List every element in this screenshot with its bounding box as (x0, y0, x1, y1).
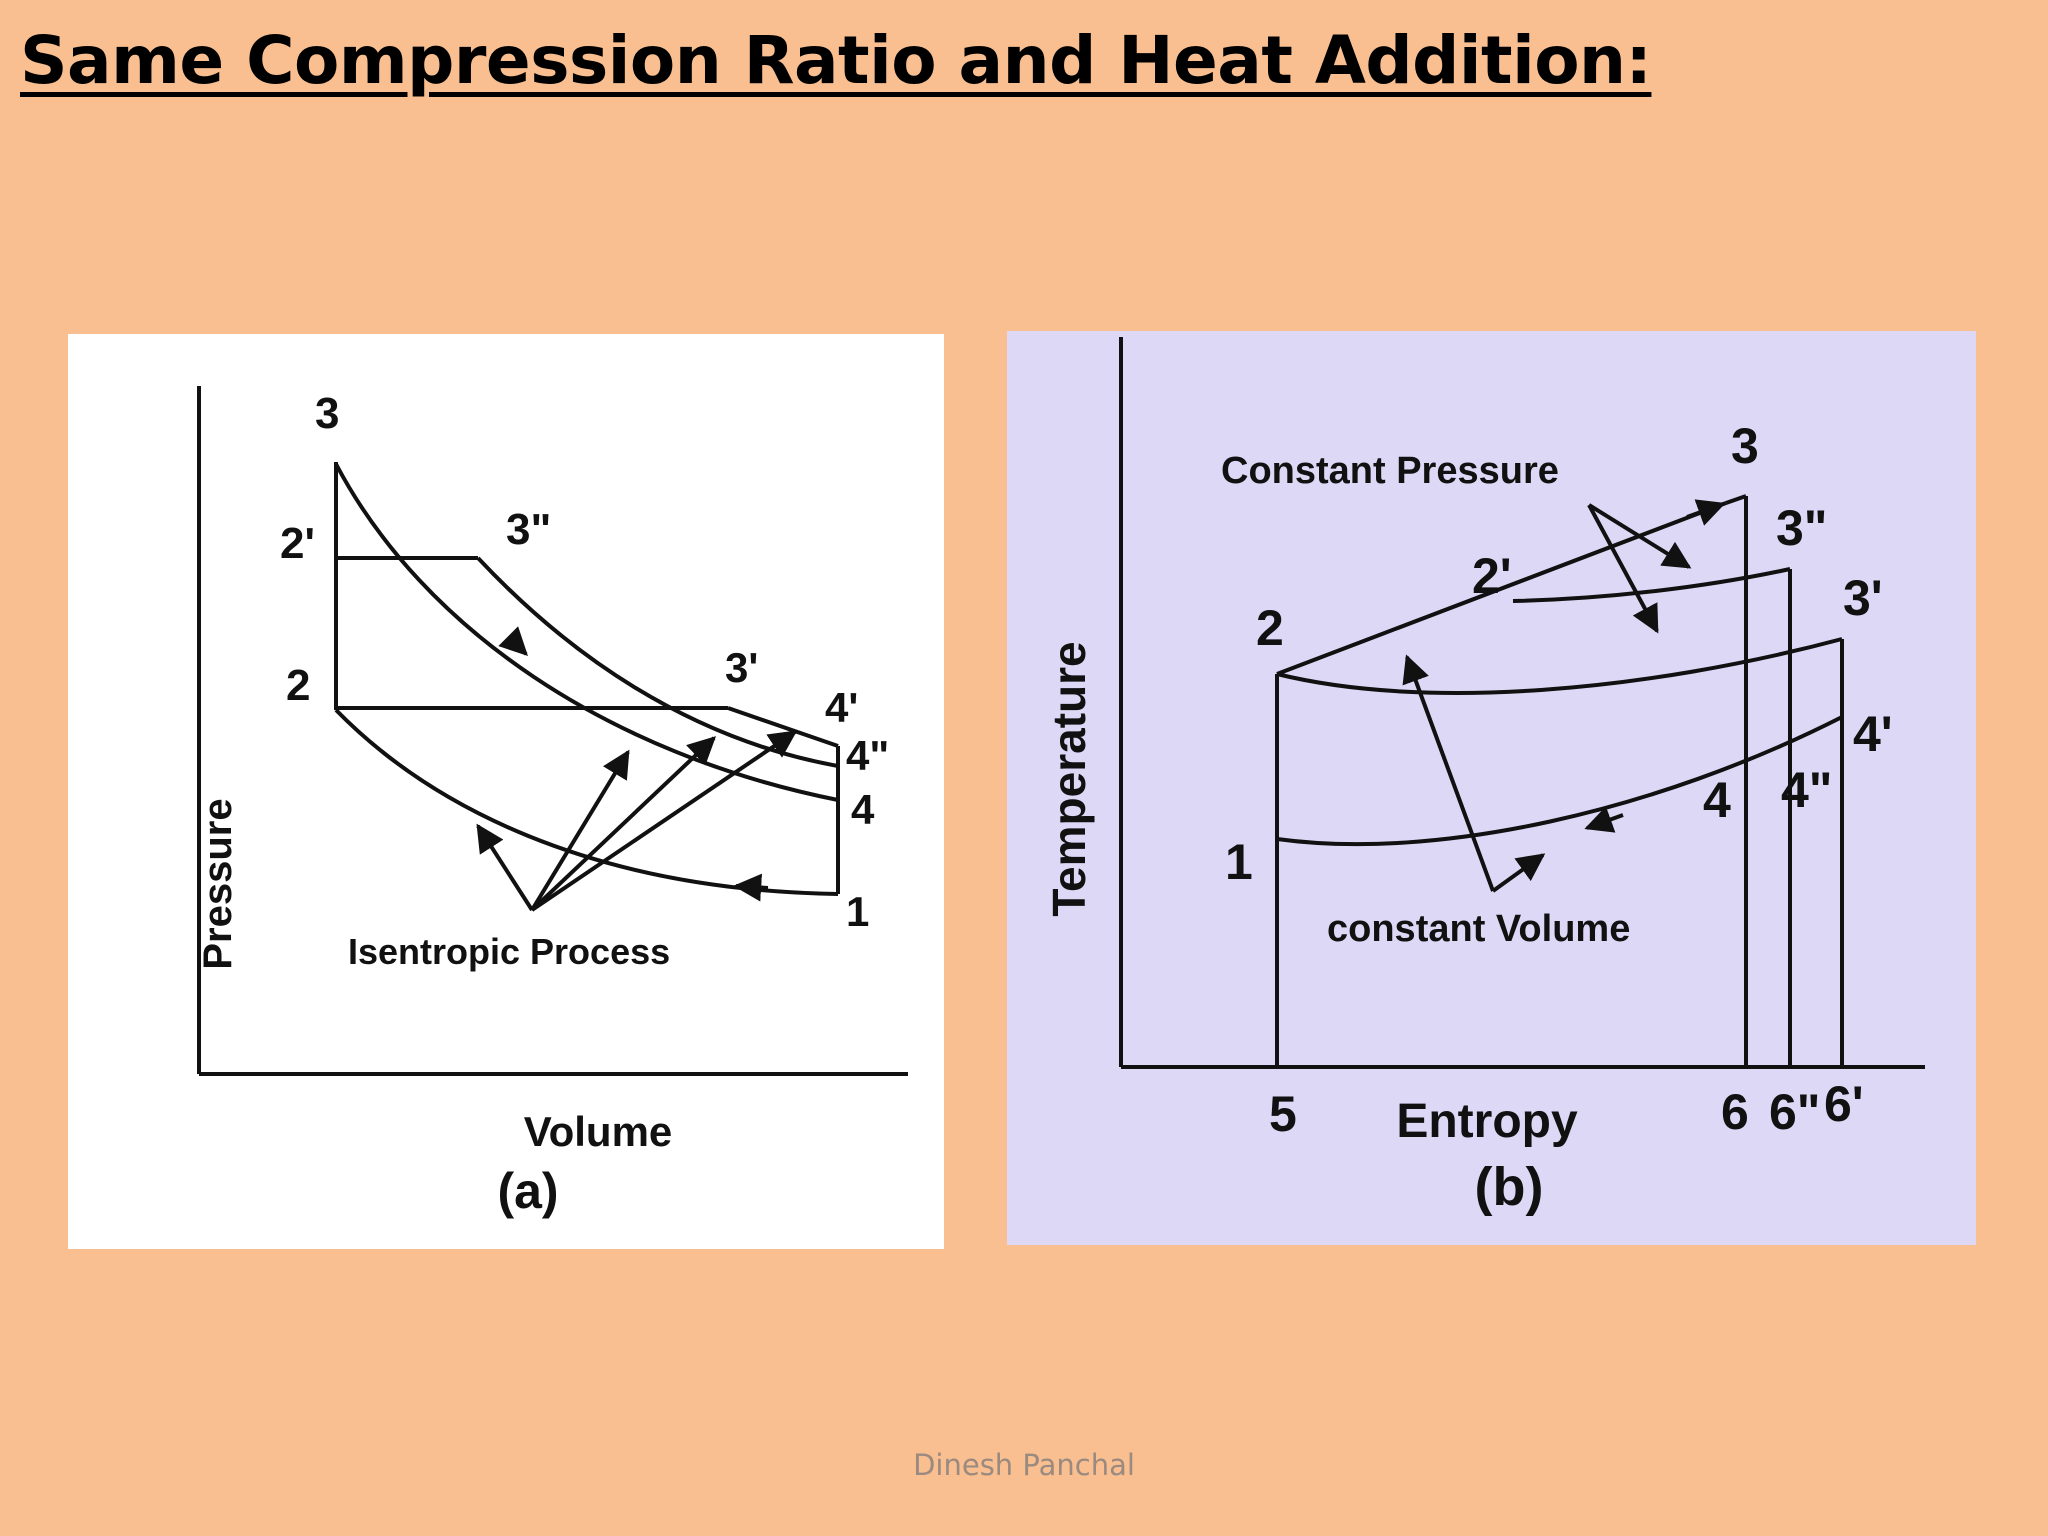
pv-curve-3dprime-4dprime (476, 556, 839, 768)
pv-point-2prime: 2' (280, 519, 315, 568)
ts-cv-arrow-1 (1402, 654, 1495, 892)
slide-footer: Dinesh Panchal (913, 1448, 1135, 1482)
ts-point-6dprime: 6" (1769, 1084, 1821, 1140)
pv-annotation-isentropic: Isentropic Process (348, 931, 670, 972)
ts-point-4prime: 4' (1853, 706, 1893, 762)
ts-flow-arrow-4-1 (1584, 806, 1624, 833)
pv-annot-arrow-3 (530, 736, 717, 912)
ts-line-3-end (1725, 494, 1747, 505)
ts-x-axis-label: Entropy (1396, 1095, 1578, 1148)
ts-curve-2-3prime (1276, 637, 1843, 695)
pv-curve-3-4 (334, 463, 839, 802)
pv-point-3dprime: 3" (506, 505, 551, 554)
ts-point-5: 5 (1269, 1086, 1297, 1142)
pv-annot-arrow-1 (476, 823, 534, 912)
ts-diagram: Constant Pressure constant Volume 3 3" 3… (1043, 337, 1925, 1217)
pv-diagram-panel: 3 2' 3" 2 3' 4' 4" 4 1 Isentropic Proces… (68, 334, 944, 1249)
ts-point-3dprime: 3" (1776, 500, 1828, 556)
ts-annotation-constant-volume: constant Volume (1327, 908, 1630, 950)
ts-diagram-panel: Constant Pressure constant Volume 3 3" 3… (1007, 331, 1976, 1245)
pv-point-1: 1 (846, 888, 869, 935)
ts-point-1: 1 (1225, 834, 1253, 890)
pv-y-axis-label: Pressure (196, 798, 240, 969)
ts-y-axis-label: Temperature (1043, 641, 1095, 916)
pv-line-3prime-4prime (727, 706, 839, 748)
pv-point-4: 4 (851, 786, 875, 833)
ts-point-3: 3 (1731, 418, 1759, 474)
ts-flow-arrow-2-3 (1686, 499, 1726, 526)
ts-cp-arrow-1 (1587, 503, 1692, 569)
ts-caption: (b) (1475, 1157, 1544, 1217)
ts-point-3prime: 3' (1843, 570, 1883, 626)
pv-point-4prime: 4' (825, 684, 858, 731)
pv-curve-1-2 (334, 708, 839, 896)
pv-flow-arrow-expansion (498, 626, 528, 656)
ts-cv-arrow-2-head (1491, 853, 1546, 893)
pv-flow-arrow-compression (733, 873, 769, 902)
ts-point-6prime: 6' (1824, 1076, 1864, 1132)
pv-point-2: 2 (286, 661, 310, 710)
pv-annot-arrow-2 (530, 749, 630, 912)
pv-point-3: 3 (315, 389, 339, 438)
ts-point-2: 2 (1256, 600, 1284, 656)
pv-point-4dprime: 4" (846, 732, 889, 779)
slide-title: Same Compression Ratio and Heat Addition… (20, 22, 1652, 99)
pv-caption: (a) (497, 1163, 558, 1219)
ts-curve-2prime-3dprime (1512, 567, 1791, 603)
ts-point-6: 6 (1721, 1084, 1749, 1140)
pv-point-3prime: 3' (725, 644, 758, 691)
pv-annot-arrow-4 (530, 730, 798, 912)
ts-line-2-3 (1276, 501, 1727, 676)
ts-curve-1-4prime (1276, 715, 1843, 847)
pv-diagram: 3 2' 3" 2 3' 4' 4" 4 1 Isentropic Proces… (196, 386, 908, 1219)
ts-annotation-constant-pressure: Constant Pressure (1221, 450, 1559, 492)
ts-point-2prime: 2' (1472, 548, 1512, 604)
ts-cp-arrow-2 (1587, 504, 1659, 634)
ts-point-4: 4 (1703, 772, 1731, 828)
pv-x-axis-label: Volume (524, 1108, 673, 1155)
ts-point-4dprime: 4" (1781, 762, 1833, 818)
